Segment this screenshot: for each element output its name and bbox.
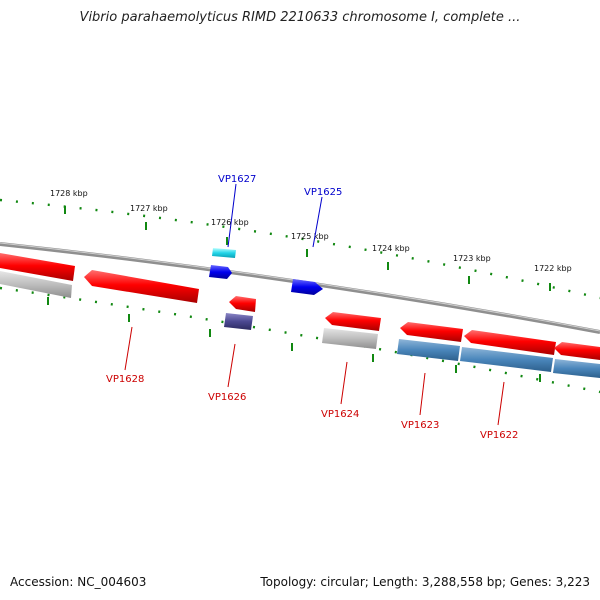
gene-label-vp1623[interactable]: VP1623 xyxy=(401,420,439,431)
plus-strand-features[interactable] xyxy=(209,248,323,295)
callout-lines xyxy=(124,183,505,426)
callout-line-vp1622 xyxy=(497,381,505,426)
gene-feature-vp1627-cds[interactable] xyxy=(212,248,236,258)
kbp-label: 1728 kbp xyxy=(50,189,88,198)
callout-line-vp1624 xyxy=(340,361,348,405)
callout-line-vp1623 xyxy=(419,372,426,416)
gene-label-vp1628[interactable]: VP1628 xyxy=(106,374,144,385)
kbp-label: 1726 kbp xyxy=(211,218,249,227)
kbp-label: 1727 kbp xyxy=(130,204,168,213)
feature-steel-3[interactable] xyxy=(553,359,600,378)
gene-feature-vp1622[interactable] xyxy=(464,330,556,355)
kbp-label: 1724 kbp xyxy=(372,244,410,253)
gene-label-vp1626[interactable]: VP1626 xyxy=(208,392,246,403)
gene-label-vp1625[interactable]: VP1625 xyxy=(304,187,342,198)
kbp-label: 1723 kbp xyxy=(453,254,491,263)
minus-strand-features[interactable] xyxy=(0,253,600,360)
gene-feature-vp1624[interactable] xyxy=(325,312,381,331)
map-title: Vibrio parahaemolyticus RIMD 2210633 chr… xyxy=(79,10,521,25)
feature-purple[interactable] xyxy=(224,313,253,330)
callout-line-vp1625 xyxy=(312,196,323,248)
gene-label-vp1627[interactable]: VP1627 xyxy=(218,174,256,185)
accession-text: Accession: NC_004603 xyxy=(10,575,147,589)
gene-feature-vp1623[interactable] xyxy=(400,322,463,342)
gene-label-vp1622[interactable]: VP1622 xyxy=(480,430,518,441)
inner-feature-row[interactable] xyxy=(0,271,600,378)
kbp-labels: 1728 kbp 1727 kbp 1726 kbp 1725 kbp 1724… xyxy=(50,189,572,273)
inner-major-ticks xyxy=(47,297,541,382)
gene-feature-vp1621[interactable] xyxy=(554,342,600,360)
kbp-label: 1725 kbp xyxy=(291,232,329,241)
gene-feature-vp1629[interactable] xyxy=(0,253,75,281)
gene-label-vp1624[interactable]: VP1624 xyxy=(321,409,359,420)
genome-summary: Topology: circular; Length: 3,288,558 bp… xyxy=(260,575,590,589)
kbp-label: 1722 kbp xyxy=(534,264,572,273)
callout-line-vp1626 xyxy=(227,343,236,388)
gene-feature-vp1627[interactable] xyxy=(209,265,232,279)
feature-gray-center[interactable] xyxy=(322,328,378,349)
gene-feature-vp1626[interactable] xyxy=(229,296,256,312)
feature-steel-2[interactable] xyxy=(460,347,553,372)
feature-steel-1[interactable] xyxy=(397,339,460,361)
callout-line-vp1627 xyxy=(227,183,237,248)
callout-line-vp1628 xyxy=(124,326,133,371)
gene-labels[interactable]: VP1627 VP1625 VP1628 VP1626 VP1624 VP162… xyxy=(106,174,518,441)
feature-gray-left[interactable] xyxy=(0,271,72,298)
gene-feature-vp1628[interactable] xyxy=(84,270,199,303)
outer-major-ticks xyxy=(64,206,551,291)
gene-feature-vp1625[interactable] xyxy=(291,279,323,295)
